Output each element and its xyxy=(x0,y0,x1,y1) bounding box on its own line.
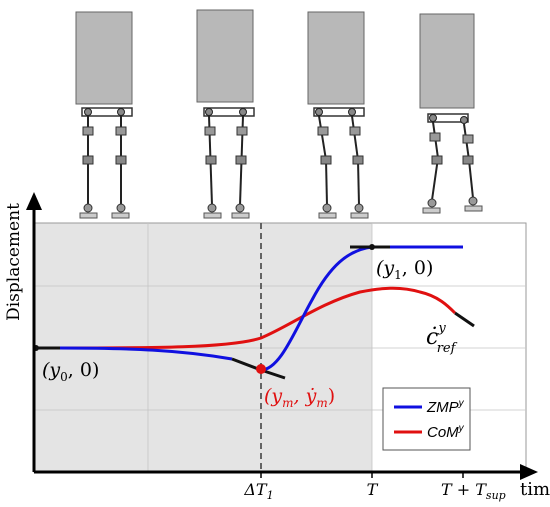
robot-2-body xyxy=(196,9,254,103)
robot-1 xyxy=(75,11,133,219)
robot-1-body xyxy=(75,11,133,105)
axes xyxy=(26,192,538,480)
x-axis-label: time xyxy=(520,479,550,500)
annotation-start: (y0, 0) xyxy=(42,359,99,384)
y-axis-arrow xyxy=(26,192,42,210)
x-axis-arrow xyxy=(520,464,538,480)
com-curve xyxy=(36,286,475,350)
y-axis-label: Displacement xyxy=(4,203,24,321)
robot-2 xyxy=(196,9,255,219)
mid-point xyxy=(256,364,266,374)
legend-zmp-label: ZMPy xyxy=(426,398,465,416)
robot-3 xyxy=(307,11,369,219)
annotation-end: (y1, 0) xyxy=(376,257,433,282)
legend-box xyxy=(382,387,471,451)
robot-4 xyxy=(419,13,483,214)
end-point xyxy=(369,244,375,250)
tick-label-t-tsup: T + Tsup xyxy=(441,480,506,502)
tick-label-dt1: ΔT1 xyxy=(243,480,273,502)
com-terminal-segment xyxy=(454,311,475,328)
robot-4-body xyxy=(419,13,475,109)
tick-label-t: T xyxy=(367,480,379,499)
legend-com-label: CoMy xyxy=(427,423,465,441)
annotation-cref: ċy ref xyxy=(426,321,458,356)
robot-3-body xyxy=(307,11,365,105)
legend: ZMPy CoMy xyxy=(382,387,471,451)
zmp-curve xyxy=(36,245,463,380)
annotation-mid: (ym, ẏm) xyxy=(264,385,335,410)
